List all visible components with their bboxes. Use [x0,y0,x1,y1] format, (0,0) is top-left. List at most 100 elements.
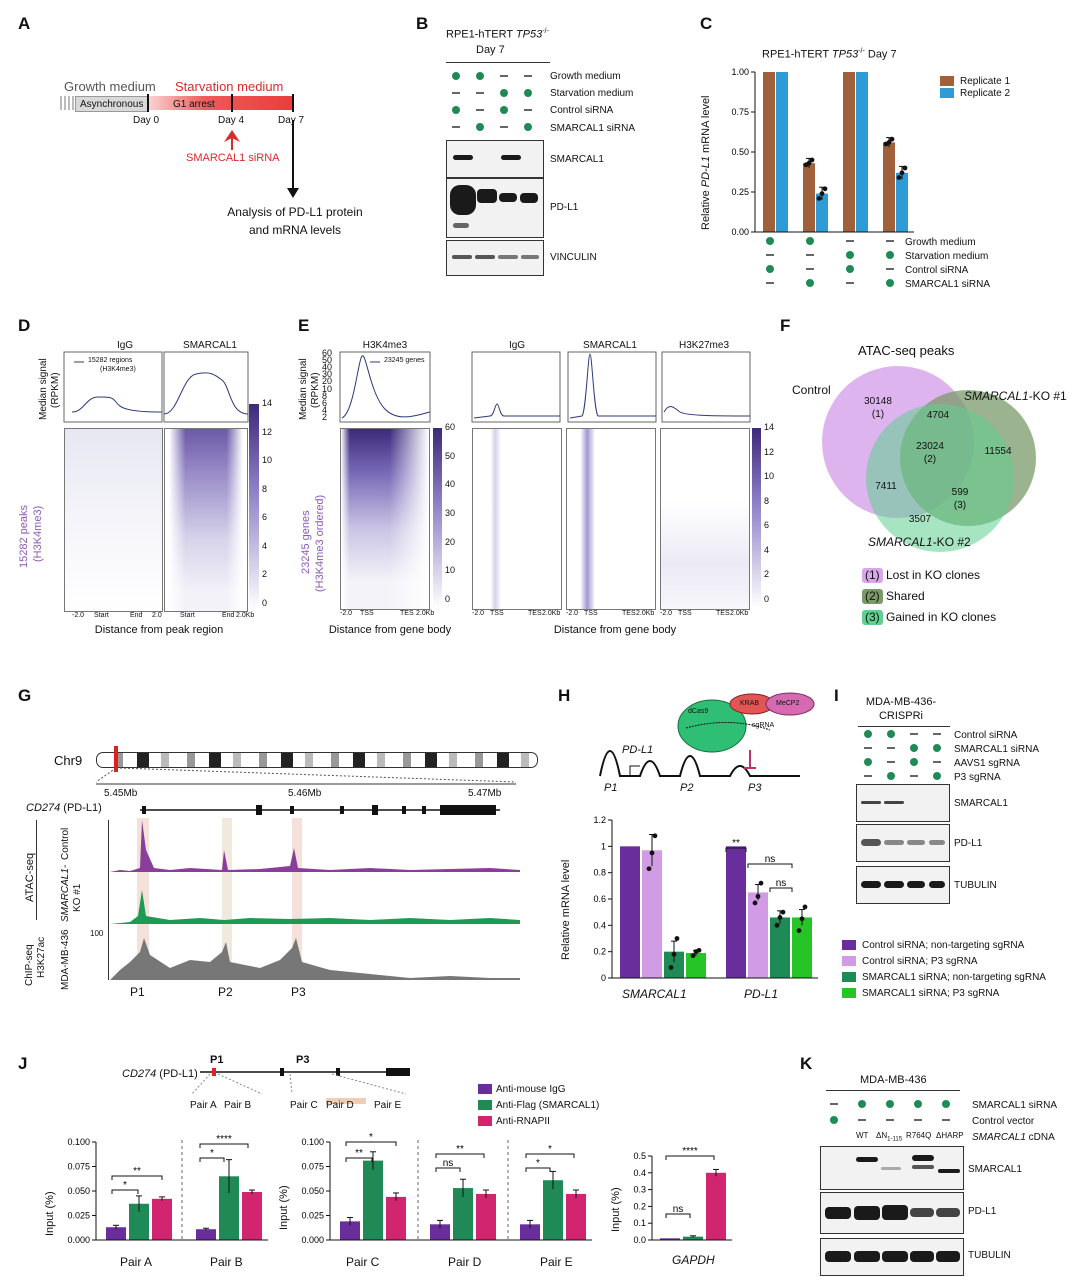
panel-label-d: D [18,316,31,335]
f-n30148: 30148 [864,396,892,407]
h-bar-chart: 1.2 1 0.8 0.6 0.4 0.2 0 ** ns ns [593,815,818,983]
d-cbar-tick: 4 [262,540,268,551]
analysis-line1: Analysis of PD-L1 protein [227,205,363,219]
day7-label: Day 7 [278,115,305,126]
e-cbar2-tick: 14 [764,422,775,432]
i-dash [887,747,895,749]
e-xt-a: -2.0 [340,610,353,617]
c-bar [776,72,788,232]
j2-ytick-label: 0.000 [301,1235,324,1245]
j2-sig-label: * [369,1132,373,1143]
c-bar [883,142,895,232]
j1-ytick-label: 0.100 [67,1137,90,1147]
h-ytick-label: 0.8 [593,868,606,878]
j1-ytick-label: 0.075 [67,1162,90,1172]
growth-medium-label: Growth medium [64,79,156,94]
h-point [755,893,761,899]
d-heatmap-igg [64,428,163,612]
i-dot [910,758,918,766]
h-group-smarcal1: SMARCAL1 [622,987,687,1001]
sirna-label: SMARCAL1 siRNA [186,152,280,164]
i-blot-smarcal1 [856,784,950,822]
h-ytick-label: 0 [601,973,606,983]
d-xt4: 2.0 [152,612,162,619]
sirna-arrow-icon [224,130,240,150]
d-xt2: Start [94,612,109,619]
b-row-control: Control siRNA [550,105,614,116]
e-xtick: 2.0Kb [542,610,561,617]
e-xtick: -2.0 [472,610,485,617]
e-xtick: 2.0Kb [730,610,749,617]
j3-bar [706,1172,726,1240]
g-control-label: Control [60,827,71,860]
j3-bar [683,1236,703,1240]
j-gene-schematic [191,1068,410,1104]
f-n3507: 3507 [908,514,932,525]
j1-sig-bracket [199,1143,249,1148]
j-gene-label: CD274 (PD-L1) [122,1068,198,1080]
i-row-control: Control siRNA [954,730,1018,741]
e-cbar1-tick: 0 [445,594,451,604]
f-legend-tag: (1) [862,568,883,584]
e-cbar2-tick: 12 [764,446,775,457]
h-pdl1: PD-L1 [622,744,654,756]
k-blot-label-pdl1: PD-L1 [968,1206,997,1217]
d-cbar-tick: 2 [262,569,268,580]
g-peak-p2: P2 [218,985,233,999]
k-dot [914,1100,922,1108]
day4-label: Day 4 [218,115,245,126]
h-bar [726,846,746,978]
h-legend-swatch [842,988,856,998]
panel-label-a: A [18,14,31,33]
c-title: RPE1-hTERT TP53-/- Day 7 [762,48,897,61]
j1-bar [219,1176,239,1240]
g-tick-546: 5.46Mb [288,788,322,799]
e-xtick: 2.0Kb [636,610,655,617]
e-cbar1-tick: 40 [445,479,456,490]
k-row-vector: Control vector [972,1116,1035,1127]
g-peak-p3: P3 [291,985,306,999]
h-point [696,947,702,953]
e-ytick-tick: 50 [322,355,333,366]
i-title1: MDA-MB-436- [865,696,937,708]
c-row-smarcal1: SMARCAL1 siRNA [905,279,991,290]
j1-bar [242,1191,262,1240]
i-dash [887,761,895,763]
c-dot [766,237,774,245]
j2-sig-bracket [345,1157,373,1162]
g-atac-bracket [36,820,37,920]
d-col-smarcal1: SMARCAL1 [183,340,237,351]
c-ylabel: Relative PD-L1 mRNA level [700,95,712,230]
i-dash [910,775,918,777]
g-yscale: 100 [90,929,104,938]
f-n7411: 7411 [875,481,897,492]
i-blot-pdl1 [856,824,950,862]
h-point [671,951,677,957]
h-legend-label: Control siRNA; P3 sgRNA [862,956,978,967]
h-ytick-label: 0.4 [593,920,606,930]
f-legend-tag: (3) [862,610,883,626]
e-xlabel2: Distance from gene body [553,624,677,636]
e-xt-d: 2.0Kb [416,610,435,617]
d-cbar-tick: 6 [262,512,268,523]
j-ylabel-3: Input (%) [610,1187,622,1232]
panel-label-b: B [416,14,429,33]
e-cbar2-tick: 10 [764,471,775,482]
e-xtick: -2.0 [660,610,673,617]
c-bar [896,172,908,232]
k-lane-dharp: ΔHARP [936,1131,964,1140]
c-dash [846,240,854,242]
i-dash [910,733,918,735]
e-cbar1-tick: 50 [445,450,456,461]
j2-ytick-label: 0.100 [301,1137,324,1147]
h-point [758,880,764,886]
h-legend-label: SMARCAL1 siRNA; P3 sgRNA [862,988,1000,999]
h-point [799,916,805,922]
b-blot-smarcal1 [446,140,544,178]
e-cbar2-tick: 8 [764,495,770,506]
j2-bar [543,1180,563,1240]
f-legend-label: Lost in KO clones [886,568,981,582]
day4-tick [231,94,233,112]
j1-bar [106,1227,126,1240]
e-side-label: 23245 genes [300,510,312,574]
